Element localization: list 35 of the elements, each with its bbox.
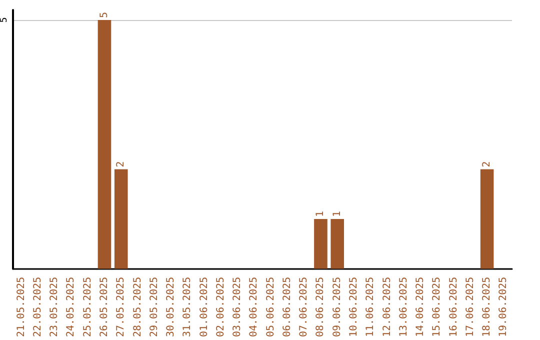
x-tick-label: 21.05.2025 — [16, 276, 27, 338]
x-tick-label: 04.06.2025 — [248, 276, 260, 338]
x-tick-label: 11.06.2025 — [365, 276, 376, 338]
x-tick-label: 03.06.2025 — [232, 276, 244, 338]
x-tick-label: 22.05.2025 — [32, 276, 44, 338]
x-tick-label: 25.05.2025 — [82, 276, 94, 338]
x-tick-label: 19.06.2025 — [498, 276, 510, 338]
data-label: 2 — [482, 161, 493, 168]
x-tick-label: 12.06.2025 — [382, 276, 393, 338]
x-tick-label: 05.06.2025 — [265, 276, 276, 338]
x-tick-label: 30.05.2025 — [166, 276, 177, 338]
x-tick-label: 24.05.2025 — [66, 276, 77, 338]
x-tick-label: 26.05.2025 — [98, 276, 110, 338]
x-tick-label: 08.06.2025 — [315, 276, 326, 338]
x-tick-label: 23.05.2025 — [49, 276, 60, 338]
x-tick-label: 01.06.2025 — [198, 276, 210, 338]
x-tick-label: 10.06.2025 — [348, 276, 360, 338]
x-tick-label: 27.05.2025 — [116, 276, 127, 338]
x-tick-label: 06.06.2025 — [282, 276, 293, 338]
x-tick-label: 02.06.2025 — [215, 276, 226, 338]
x-tick-label: 28.05.2025 — [132, 276, 144, 338]
x-tick-label: 09.06.2025 — [332, 276, 343, 338]
x-tick-label: 18.06.2025 — [482, 276, 493, 338]
data-label: 1 — [332, 210, 343, 218]
x-tick-label: 16.06.2025 — [448, 276, 460, 338]
x-tick-label: 31.05.2025 — [182, 276, 194, 338]
x-tick-label: 15.06.2025 — [432, 276, 443, 338]
x-tick-label: 13.06.2025 — [398, 276, 410, 338]
x-tick-label: 29.05.2025 — [148, 276, 160, 338]
x-tick-label: 07.06.2025 — [298, 276, 310, 338]
data-label: 1 — [315, 210, 326, 218]
x-tick-label: 14.06.2025 — [415, 276, 426, 338]
x-tick-label: 17.06.2025 — [464, 276, 476, 338]
data-label: 5 — [98, 12, 110, 18]
data-label: 2 — [116, 161, 127, 168]
